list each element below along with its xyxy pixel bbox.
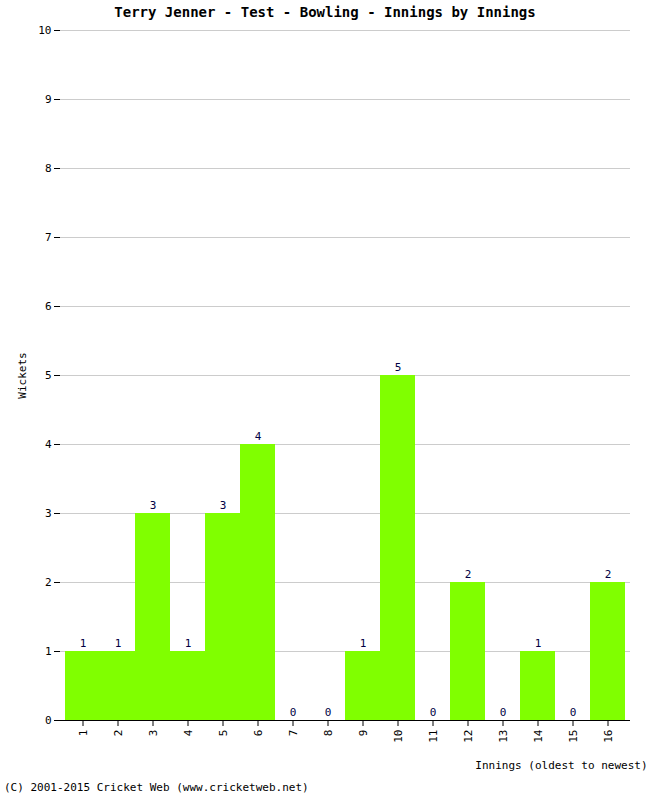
svg-text:14: 14 bbox=[532, 729, 545, 743]
svg-text:11: 11 bbox=[427, 730, 440, 743]
svg-text:0: 0 bbox=[45, 714, 52, 727]
svg-text:3: 3 bbox=[45, 507, 52, 520]
svg-text:6: 6 bbox=[252, 730, 265, 737]
svg-text:1: 1 bbox=[360, 637, 367, 650]
svg-text:2: 2 bbox=[112, 730, 125, 737]
svg-text:3: 3 bbox=[147, 730, 160, 737]
svg-text:8: 8 bbox=[322, 730, 335, 737]
svg-text:8: 8 bbox=[45, 162, 52, 175]
svg-text:Innings (oldest to newest): Innings (oldest to newest) bbox=[475, 759, 647, 772]
svg-text:0: 0 bbox=[325, 706, 332, 719]
svg-text:1: 1 bbox=[185, 637, 192, 650]
svg-text:7: 7 bbox=[45, 231, 52, 244]
svg-text:12: 12 bbox=[462, 730, 475, 743]
svg-text:5: 5 bbox=[217, 730, 230, 737]
svg-text:1: 1 bbox=[80, 637, 87, 650]
html-text:Terry Jenner - Test - Bowling: Terry Jenner - Test - Bowling - Innings … bbox=[114, 4, 536, 20]
svg-text:4: 4 bbox=[45, 438, 52, 451]
svg-text:2: 2 bbox=[45, 576, 52, 589]
svg-text:9: 9 bbox=[357, 730, 370, 737]
svg-text:0: 0 bbox=[430, 706, 437, 719]
svg-text:16: 16 bbox=[602, 730, 615, 743]
svg-text:0: 0 bbox=[570, 706, 577, 719]
svg-text:10: 10 bbox=[38, 25, 51, 37]
svg-text:3: 3 bbox=[150, 499, 157, 512]
svg-text:5: 5 bbox=[395, 361, 402, 374]
svg-text:5: 5 bbox=[45, 369, 52, 382]
svg-text:Wickets: Wickets bbox=[16, 352, 29, 398]
svg-text:3: 3 bbox=[220, 499, 227, 512]
svg-text:15: 15 bbox=[567, 730, 580, 743]
svg-text:7: 7 bbox=[287, 730, 300, 737]
svg-text:9: 9 bbox=[45, 93, 52, 106]
svg-text:1: 1 bbox=[77, 730, 90, 737]
svg-text:1: 1 bbox=[115, 637, 122, 650]
svg-text:4: 4 bbox=[182, 729, 195, 736]
svg-text:4: 4 bbox=[255, 430, 262, 443]
svg-text:2: 2 bbox=[465, 568, 472, 581]
svg-text:6: 6 bbox=[45, 300, 52, 313]
svg-text:2: 2 bbox=[605, 568, 612, 581]
svg-text:0: 0 bbox=[500, 706, 507, 719]
svg-text:10: 10 bbox=[392, 730, 405, 743]
svg-text:1: 1 bbox=[535, 637, 542, 650]
svg-text:1: 1 bbox=[45, 645, 52, 658]
html-text:(C) 2001-2015 Cricket Web (www: (C) 2001-2015 Cricket Web (www.cricketwe… bbox=[4, 781, 309, 794]
svg-text:13: 13 bbox=[497, 730, 510, 743]
svg-text:0: 0 bbox=[290, 706, 297, 719]
